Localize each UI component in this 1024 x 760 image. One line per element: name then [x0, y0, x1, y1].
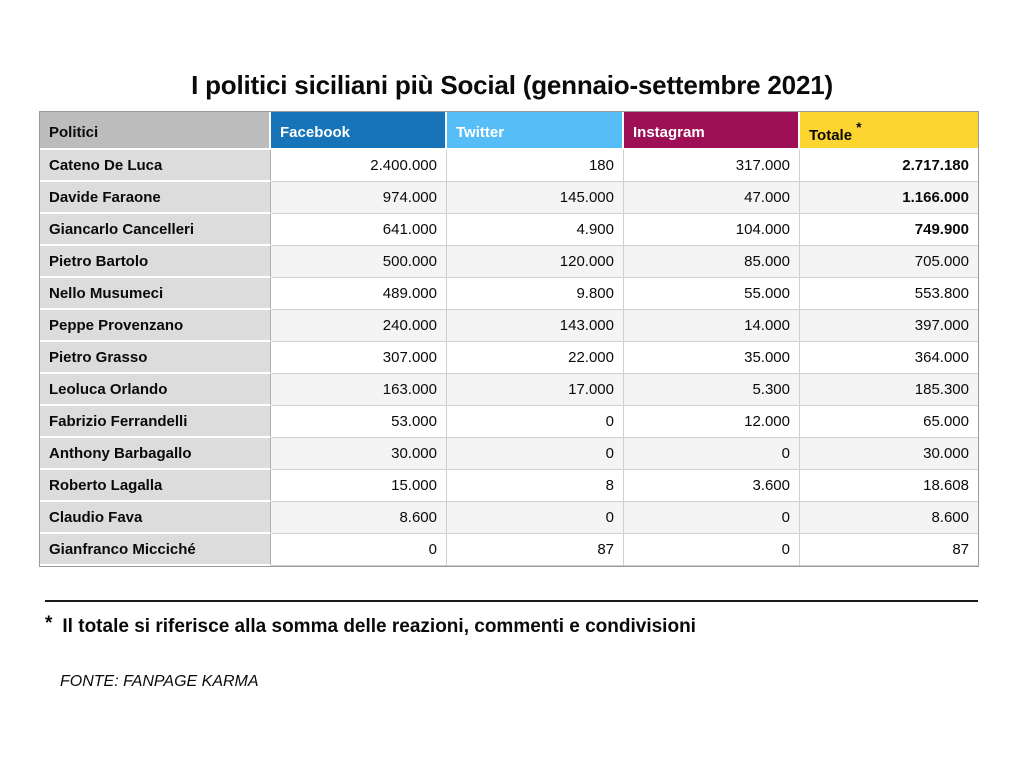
- twitter-value-cell: 0: [447, 438, 624, 470]
- table-row: Cateno De Luca 2.400.000 180 317.000 2.717.1…: [40, 150, 978, 182]
- facebook-value-cell: 641.000: [271, 214, 447, 246]
- totale-value-cell: 364.000: [800, 342, 978, 374]
- twitter-value-cell: 87: [447, 534, 624, 566]
- totale-value-cell: 2.717.180: [800, 150, 978, 182]
- totale-value-cell: 185.300: [800, 374, 978, 406]
- twitter-value-cell: 4.900: [447, 214, 624, 246]
- instagram-value-cell: 0: [624, 502, 800, 534]
- facebook-value-cell: 15.000: [271, 470, 447, 502]
- footnote: * Il totale si riferisce alla somma delle…: [45, 613, 696, 638]
- totale-value-cell: 749.900: [800, 214, 978, 246]
- table-row: Claudio Fava 8.600 0 0 8.600: [40, 502, 978, 534]
- page-title: I politici siciliani più Social (gennaio…: [191, 70, 833, 100]
- twitter-value-cell: 143.000: [447, 310, 624, 342]
- table-row: Anthony Barbagallo 30.000 0 0 30.000: [40, 438, 978, 470]
- table-row: Gianfranco Micciché 0 87 0 87: [40, 534, 978, 566]
- politician-name-cell: Nello Musumeci: [40, 278, 271, 310]
- facebook-value-cell: 307.000: [271, 342, 447, 374]
- politician-name-cell: Davide Faraone: [40, 182, 271, 214]
- twitter-value-cell: 120.000: [447, 246, 624, 278]
- table-row: Pietro Grasso 307.000 22.000 35.000 364.000: [40, 342, 978, 374]
- facebook-value-cell: 30.000: [271, 438, 447, 470]
- twitter-value-cell: 8: [447, 470, 624, 502]
- instagram-value-cell: 3.600: [624, 470, 800, 502]
- column-header-facebook: Facebook: [271, 112, 447, 150]
- table-row: Nello Musumeci 489.000 9.800 55.000 553.800: [40, 278, 978, 310]
- facebook-value-cell: 8.600: [271, 502, 447, 534]
- facebook-value-cell: 163.000: [271, 374, 447, 406]
- politician-name-cell: Leoluca Orlando: [40, 374, 271, 406]
- asterisk-marker: *: [856, 118, 862, 135]
- divider-line: [45, 600, 978, 602]
- facebook-value-cell: 974.000: [271, 182, 447, 214]
- column-header-twitter: Twitter: [447, 112, 624, 150]
- footnote-asterisk: *: [45, 613, 53, 634]
- table-body: Cateno De Luca 2.400.000 180 317.000 2.717.1…: [40, 150, 978, 566]
- table-row: Roberto Lagalla 15.000 8 3.600 18.608: [40, 470, 978, 502]
- twitter-value-cell: 180: [447, 150, 624, 182]
- column-header-totale: Totale *: [800, 112, 978, 150]
- social-stats-table: Politici Facebook Twitter Instagram Tota…: [39, 111, 979, 567]
- table-header: Politici Facebook Twitter Instagram Tota…: [40, 112, 978, 150]
- facebook-value-cell: 2.400.000: [271, 150, 447, 182]
- instagram-value-cell: 55.000: [624, 278, 800, 310]
- facebook-value-cell: 489.000: [271, 278, 447, 310]
- instagram-value-cell: 0: [624, 534, 800, 566]
- column-header-politici: Politici: [40, 112, 271, 150]
- twitter-value-cell: 145.000: [447, 182, 624, 214]
- politician-name-cell: Roberto Lagalla: [40, 470, 271, 502]
- facebook-value-cell: 240.000: [271, 310, 447, 342]
- totale-value-cell: 8.600: [800, 502, 978, 534]
- totale-value-cell: 553.800: [800, 278, 978, 310]
- table-row: Peppe Provenzano 240.000 143.000 14.000 397.…: [40, 310, 978, 342]
- politician-name-cell: Anthony Barbagallo: [40, 438, 271, 470]
- politician-name-cell: Claudio Fava: [40, 502, 271, 534]
- totale-value-cell: 1.166.000: [800, 182, 978, 214]
- twitter-value-cell: 22.000: [447, 342, 624, 374]
- column-header-instagram: Instagram: [624, 112, 800, 150]
- facebook-value-cell: 500.000: [271, 246, 447, 278]
- politician-name-cell: Pietro Bartolo: [40, 246, 271, 278]
- table-row: Davide Faraone 974.000 145.000 47.000 1.166.…: [40, 182, 978, 214]
- totale-value-cell: 65.000: [800, 406, 978, 438]
- table-row: Fabrizio Ferrandelli 53.000 0 12.000 65.000: [40, 406, 978, 438]
- instagram-value-cell: 47.000: [624, 182, 800, 214]
- totale-value-cell: 30.000: [800, 438, 978, 470]
- politician-name-cell: Giancarlo Cancelleri: [40, 214, 271, 246]
- twitter-value-cell: 17.000: [447, 374, 624, 406]
- totale-value-cell: 397.000: [800, 310, 978, 342]
- instagram-value-cell: 0: [624, 438, 800, 470]
- instagram-value-cell: 5.300: [624, 374, 800, 406]
- politician-name-cell: Peppe Provenzano: [40, 310, 271, 342]
- totale-label: Totale: [809, 126, 853, 144]
- facebook-value-cell: 53.000: [271, 406, 447, 438]
- table-row: Pietro Bartolo 500.000 120.000 85.000 705.00…: [40, 246, 978, 278]
- table-row: Leoluca Orlando 163.000 17.000 5.300 185.300: [40, 374, 978, 406]
- table-row: Giancarlo Cancelleri 641.000 4.900 104.000 7…: [40, 214, 978, 246]
- header-row: Politici Facebook Twitter Instagram Tota…: [40, 112, 978, 150]
- footnote-text: Il totale si riferisce alla somma delle …: [62, 616, 696, 637]
- totale-value-cell: 87: [800, 534, 978, 566]
- facebook-value-cell: 0: [271, 534, 447, 566]
- totale-value-cell: 705.000: [800, 246, 978, 278]
- politician-name-cell: Pietro Grasso: [40, 342, 271, 374]
- politician-name-cell: Gianfranco Micciché: [40, 534, 271, 566]
- instagram-value-cell: 104.000: [624, 214, 800, 246]
- twitter-value-cell: 0: [447, 502, 624, 534]
- twitter-value-cell: 0: [447, 406, 624, 438]
- totale-value-cell: 18.608: [800, 470, 978, 502]
- twitter-value-cell: 9.800: [447, 278, 624, 310]
- instagram-value-cell: 85.000: [624, 246, 800, 278]
- source-credit: FONTE: FANPAGE KARMA: [60, 673, 259, 690]
- instagram-value-cell: 12.000: [624, 406, 800, 438]
- instagram-value-cell: 35.000: [624, 342, 800, 374]
- politician-name-cell: Fabrizio Ferrandelli: [40, 406, 271, 438]
- instagram-value-cell: 14.000: [624, 310, 800, 342]
- politician-name-cell: Cateno De Luca: [40, 150, 271, 182]
- instagram-value-cell: 317.000: [624, 150, 800, 182]
